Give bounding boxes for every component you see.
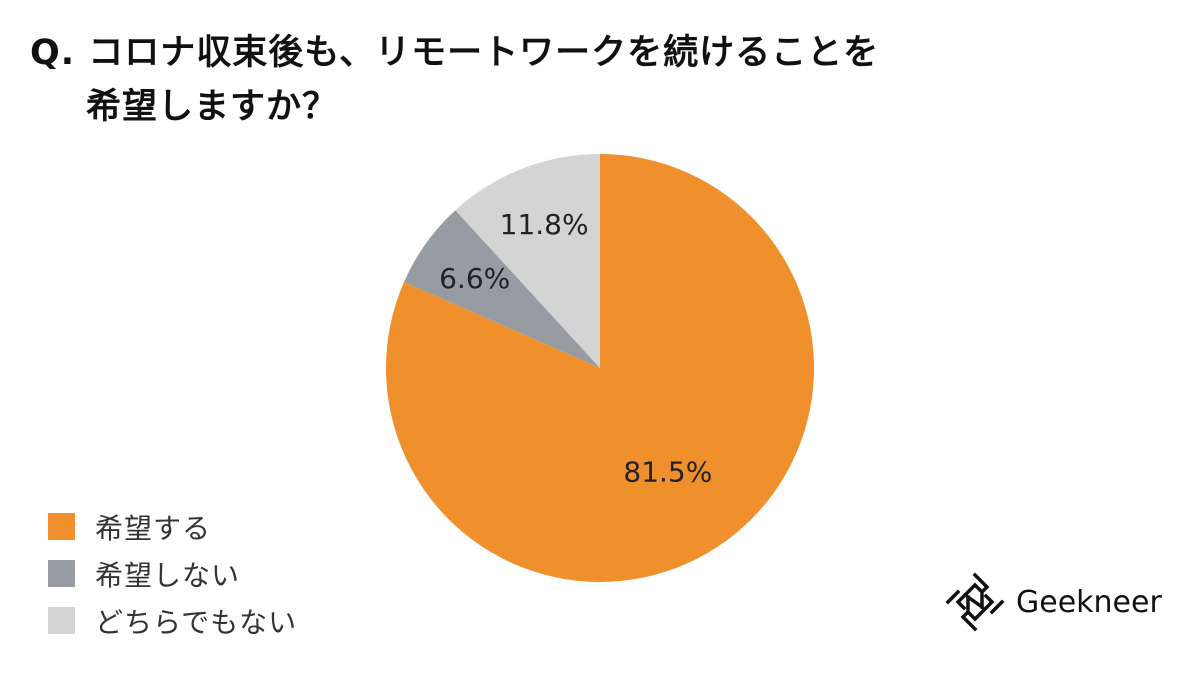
legend-label: どちらでもない bbox=[95, 605, 298, 639]
legend-swatch-orange bbox=[48, 513, 75, 540]
legend-swatch-light-gray bbox=[48, 607, 75, 634]
geekneer-logo-icon bbox=[945, 572, 1005, 632]
pie-data-label: 81.5% bbox=[623, 455, 712, 488]
chart-title-line1: Q. コロナ収束後も、リモートワークを続けることを bbox=[30, 33, 880, 73]
logo-text: Geekneer bbox=[1016, 584, 1162, 620]
legend: 希望する 希望しない どちらでもない bbox=[48, 503, 297, 644]
pie-data-label: 11.8% bbox=[500, 208, 589, 241]
legend-item-kibou-suru: 希望する bbox=[48, 503, 297, 550]
legend-item-kibou-shinai: 希望しない bbox=[48, 550, 297, 597]
legend-swatch-gray bbox=[48, 560, 75, 587]
brand-logo: Geekneer bbox=[944, 571, 1162, 633]
pie-data-label: 6.6% bbox=[439, 262, 510, 295]
chart-title-line2: 希望しますか？ bbox=[86, 87, 339, 127]
pie-slice-dochiramo-nai bbox=[455, 154, 600, 368]
legend-item-dochiramo-nai: どちらでもない bbox=[48, 597, 297, 644]
chart-title: Q. コロナ収束後も、リモートワークを続けることを 希望しますか？ bbox=[30, 26, 879, 134]
legend-label: 希望しない bbox=[95, 558, 241, 592]
pie-slice-kibou-shinai bbox=[404, 210, 600, 368]
legend-label: 希望する bbox=[95, 511, 212, 545]
